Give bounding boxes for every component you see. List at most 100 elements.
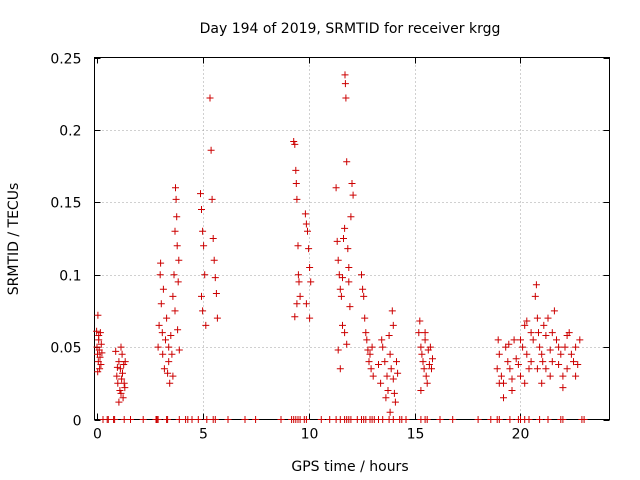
data-point [156,271,164,279]
data-point [561,343,569,351]
data-point [163,314,171,322]
data-point [379,343,387,351]
data-point [382,394,390,402]
data-point [536,343,544,351]
data-point [360,292,368,300]
data-point [159,285,167,293]
data-point [519,343,527,351]
data-point [508,387,516,394]
data-point [296,292,304,300]
data-point [116,365,124,373]
data-point [418,350,426,358]
data-point [345,278,353,286]
data-point [202,321,210,329]
data-point [423,379,431,387]
data-point [402,416,410,423]
data-point [555,343,563,351]
data-point [381,358,389,366]
data-point [394,369,402,377]
data-point [339,274,346,282]
data-point [363,336,371,344]
data-point [293,195,301,203]
data-point [277,416,285,423]
data-point [429,355,436,363]
data-point [174,326,182,334]
x-tick-label: 0 [93,427,102,443]
data-point [210,256,218,264]
data-point [344,245,352,253]
data-point [198,292,205,300]
data-point [521,379,529,387]
data-point [538,379,546,387]
data-point [157,300,165,308]
data-point [306,264,314,271]
data-point [169,292,177,300]
data-point [391,398,399,406]
data-point [358,271,365,279]
data-point [171,227,179,235]
data-point [572,343,580,351]
data-point [388,307,396,315]
data-point [164,369,172,377]
data-point [542,332,550,339]
data-point [523,350,531,358]
data-point [375,361,382,368]
data-point [96,329,104,337]
data-point [425,361,433,368]
data-point [368,343,376,351]
data-point [369,372,377,380]
data-point [121,358,129,366]
data-point [332,184,340,192]
data-point [213,314,221,322]
data-point [533,365,541,373]
data-point [172,195,180,203]
data-point [203,416,211,423]
data-point [567,350,575,358]
data-point [335,271,343,279]
data-point [336,285,344,293]
data-point [334,256,342,264]
data-point [555,361,563,368]
y-tick-label: 0.1 [59,269,81,285]
data-point [120,416,128,423]
chart-title: Day 194 of 2019, SRMTID for receiver krg… [200,21,501,37]
data-point [365,358,373,366]
data-points [93,71,588,423]
data-point [550,307,558,315]
data-point [155,321,163,329]
data-point [449,416,457,423]
data-point [532,281,540,289]
data-point [512,355,520,363]
data-point [508,375,516,383]
data-point [362,329,370,337]
data-point [527,358,535,366]
data-point [212,290,220,297]
data-point [197,190,204,198]
data-point [194,416,202,423]
data-point [529,336,537,344]
data-point [548,358,556,366]
data-point [333,237,341,245]
data-point [199,227,207,235]
data-point [93,327,101,335]
data-point [531,292,539,300]
data-point [224,416,232,423]
data-point [164,416,172,423]
data-point [171,307,179,315]
data-point [525,416,533,423]
data-point [94,368,102,376]
data-point [416,317,424,325]
data-point [165,343,173,351]
data-point [120,379,128,387]
data-point [120,361,128,368]
data-point [417,343,425,351]
data-point [557,350,565,358]
data-point [544,416,552,423]
x-tick-label: 15 [407,427,425,443]
data-point [348,180,356,187]
data-point [95,332,103,339]
data-point [546,346,554,354]
data-point [114,379,122,387]
data-point [421,329,429,337]
